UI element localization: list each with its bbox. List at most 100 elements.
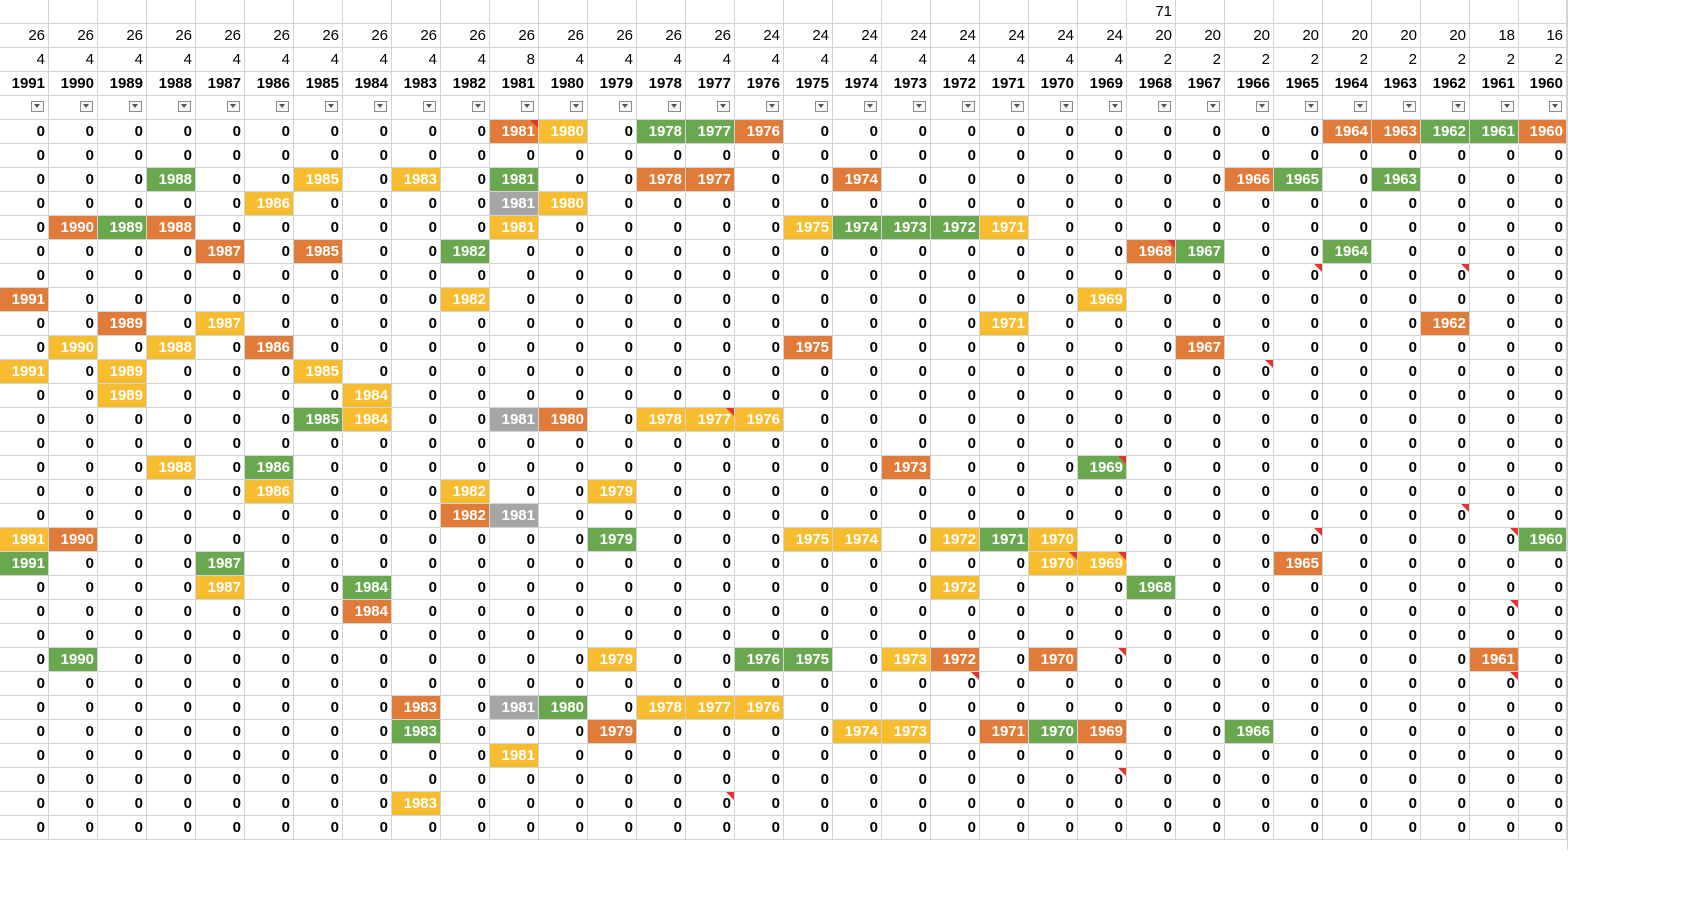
data-cell[interactable]: 0 — [882, 432, 931, 455]
data-cell[interactable]: 0 — [980, 432, 1029, 455]
data-cell[interactable]: 0 — [147, 360, 196, 383]
data-cell[interactable]: 0 — [294, 528, 343, 551]
column-header-1965[interactable]: 1965 — [1274, 72, 1323, 95]
data-cell[interactable]: 0 — [196, 192, 245, 215]
data-cell[interactable]: 0 — [1470, 408, 1519, 431]
data-cell[interactable]: 0 — [343, 744, 392, 767]
data-cell[interactable]: 0 — [294, 264, 343, 287]
count-cell[interactable]: 20 — [1176, 24, 1225, 47]
data-cell[interactable]: 0 — [1274, 816, 1323, 839]
data-cell[interactable]: 0 — [1519, 816, 1567, 839]
data-cell[interactable]: 0 — [1519, 720, 1567, 743]
data-cell[interactable]: 0 — [735, 480, 784, 503]
data-cell[interactable]: 0 — [784, 432, 833, 455]
data-cell[interactable]: 0 — [1176, 648, 1225, 671]
data-cell[interactable]: 0 — [588, 456, 637, 479]
data-cell[interactable]: 0 — [196, 144, 245, 167]
column-header-1979[interactable]: 1979 — [588, 72, 637, 95]
data-cell[interactable]: 0 — [147, 408, 196, 431]
comment-indicator-icon[interactable] — [1510, 528, 1518, 536]
data-cell[interactable]: 0 — [1176, 600, 1225, 623]
data-cell[interactable]: 0 — [1176, 120, 1225, 143]
data-cell[interactable]: 0 — [1078, 792, 1127, 815]
data-cell[interactable]: 0 — [490, 480, 539, 503]
data-cell[interactable]: 0 — [539, 648, 588, 671]
data-cell[interactable]: 0 — [343, 456, 392, 479]
data-cell[interactable]: 0 — [1519, 240, 1567, 263]
data-cell[interactable]: 0 — [1176, 744, 1225, 767]
data-cell[interactable]: 0 — [490, 456, 539, 479]
data-cell[interactable]: 0 — [1127, 264, 1176, 287]
data-cell[interactable]: 0 — [490, 768, 539, 791]
data-cell[interactable]: 0 — [1421, 504, 1470, 527]
comment-indicator-icon[interactable] — [1069, 552, 1077, 560]
data-cell[interactable]: 0 — [147, 120, 196, 143]
data-cell[interactable]: 0 — [980, 264, 1029, 287]
count-cell[interactable]: 24 — [735, 24, 784, 47]
data-cell[interactable]: 0 — [1470, 336, 1519, 359]
data-cell[interactable]: 0 — [1029, 816, 1078, 839]
data-cell[interactable]: 0 — [1519, 168, 1567, 191]
data-cell[interactable]: 1986 — [245, 336, 294, 359]
dropdown-arrow-icon-1978[interactable] — [668, 101, 681, 112]
data-cell[interactable]: 0 — [980, 504, 1029, 527]
dropdown-arrow-icon-1960[interactable] — [1549, 101, 1562, 112]
data-cell[interactable]: 0 — [392, 624, 441, 647]
data-cell[interactable]: 0 — [441, 744, 490, 767]
data-cell[interactable]: 0 — [0, 144, 49, 167]
data-cell[interactable]: 0 — [1421, 336, 1470, 359]
data-cell[interactable]: 0 — [882, 744, 931, 767]
data-cell[interactable]: 0 — [343, 480, 392, 503]
data-cell[interactable]: 0 — [147, 624, 196, 647]
data-cell[interactable]: 0 — [441, 216, 490, 239]
data-cell[interactable]: 0 — [833, 264, 882, 287]
data-cell[interactable]: 0 — [1519, 360, 1567, 383]
data-cell[interactable]: 0 — [637, 384, 686, 407]
data-cell[interactable]: 0 — [1127, 504, 1176, 527]
data-cell[interactable]: 0 — [1421, 768, 1470, 791]
data-cell[interactable]: 0 — [49, 792, 98, 815]
comment-indicator-icon[interactable] — [726, 408, 734, 416]
data-cell[interactable]: 0 — [441, 360, 490, 383]
data-cell[interactable]: 1962 — [1421, 120, 1470, 143]
data-cell[interactable]: 0 — [931, 192, 980, 215]
data-cell[interactable]: 0 — [833, 240, 882, 263]
data-cell[interactable]: 0 — [1225, 624, 1274, 647]
data-cell[interactable]: 0 — [588, 264, 637, 287]
data-cell[interactable]: 1982 — [441, 240, 490, 263]
data-cell[interactable]: 1982 — [441, 288, 490, 311]
data-cell[interactable]: 0 — [1225, 312, 1274, 335]
comment-indicator-icon[interactable] — [1510, 600, 1518, 608]
data-cell[interactable]: 0 — [588, 336, 637, 359]
data-cell[interactable]: 0 — [1078, 312, 1127, 335]
comment-indicator-icon[interactable] — [530, 120, 538, 128]
top-value-cell[interactable] — [882, 0, 931, 23]
data-cell[interactable]: 1961 — [1470, 648, 1519, 671]
data-cell[interactable]: 0 — [392, 384, 441, 407]
data-cell[interactable]: 0 — [833, 744, 882, 767]
data-cell[interactable]: 0 — [49, 576, 98, 599]
top-value-cell[interactable] — [1078, 0, 1127, 23]
data-cell[interactable]: 0 — [931, 384, 980, 407]
data-cell[interactable]: 0 — [882, 768, 931, 791]
data-cell[interactable]: 0 — [1421, 432, 1470, 455]
sub-value-cell[interactable]: 2 — [1176, 48, 1225, 71]
data-cell[interactable]: 0 — [539, 576, 588, 599]
data-cell[interactable]: 1991 — [0, 528, 49, 551]
data-cell[interactable]: 0 — [833, 312, 882, 335]
data-cell[interactable]: 0 — [588, 192, 637, 215]
dropdown-arrow-icon-1984[interactable] — [374, 101, 387, 112]
data-cell[interactable]: 0 — [0, 264, 49, 287]
data-cell[interactable]: 0 — [1127, 312, 1176, 335]
data-cell[interactable]: 0 — [882, 504, 931, 527]
data-cell[interactable]: 0 — [784, 288, 833, 311]
data-cell[interactable]: 0 — [0, 504, 49, 527]
data-cell[interactable]: 0 — [1421, 576, 1470, 599]
data-cell[interactable]: 0 — [441, 696, 490, 719]
data-cell[interactable]: 0 — [1176, 480, 1225, 503]
sub-value-cell[interactable]: 4 — [98, 48, 147, 71]
data-cell[interactable]: 0 — [735, 240, 784, 263]
data-cell[interactable]: 0 — [637, 720, 686, 743]
data-cell[interactable]: 0 — [882, 192, 931, 215]
data-cell[interactable]: 0 — [1519, 408, 1567, 431]
